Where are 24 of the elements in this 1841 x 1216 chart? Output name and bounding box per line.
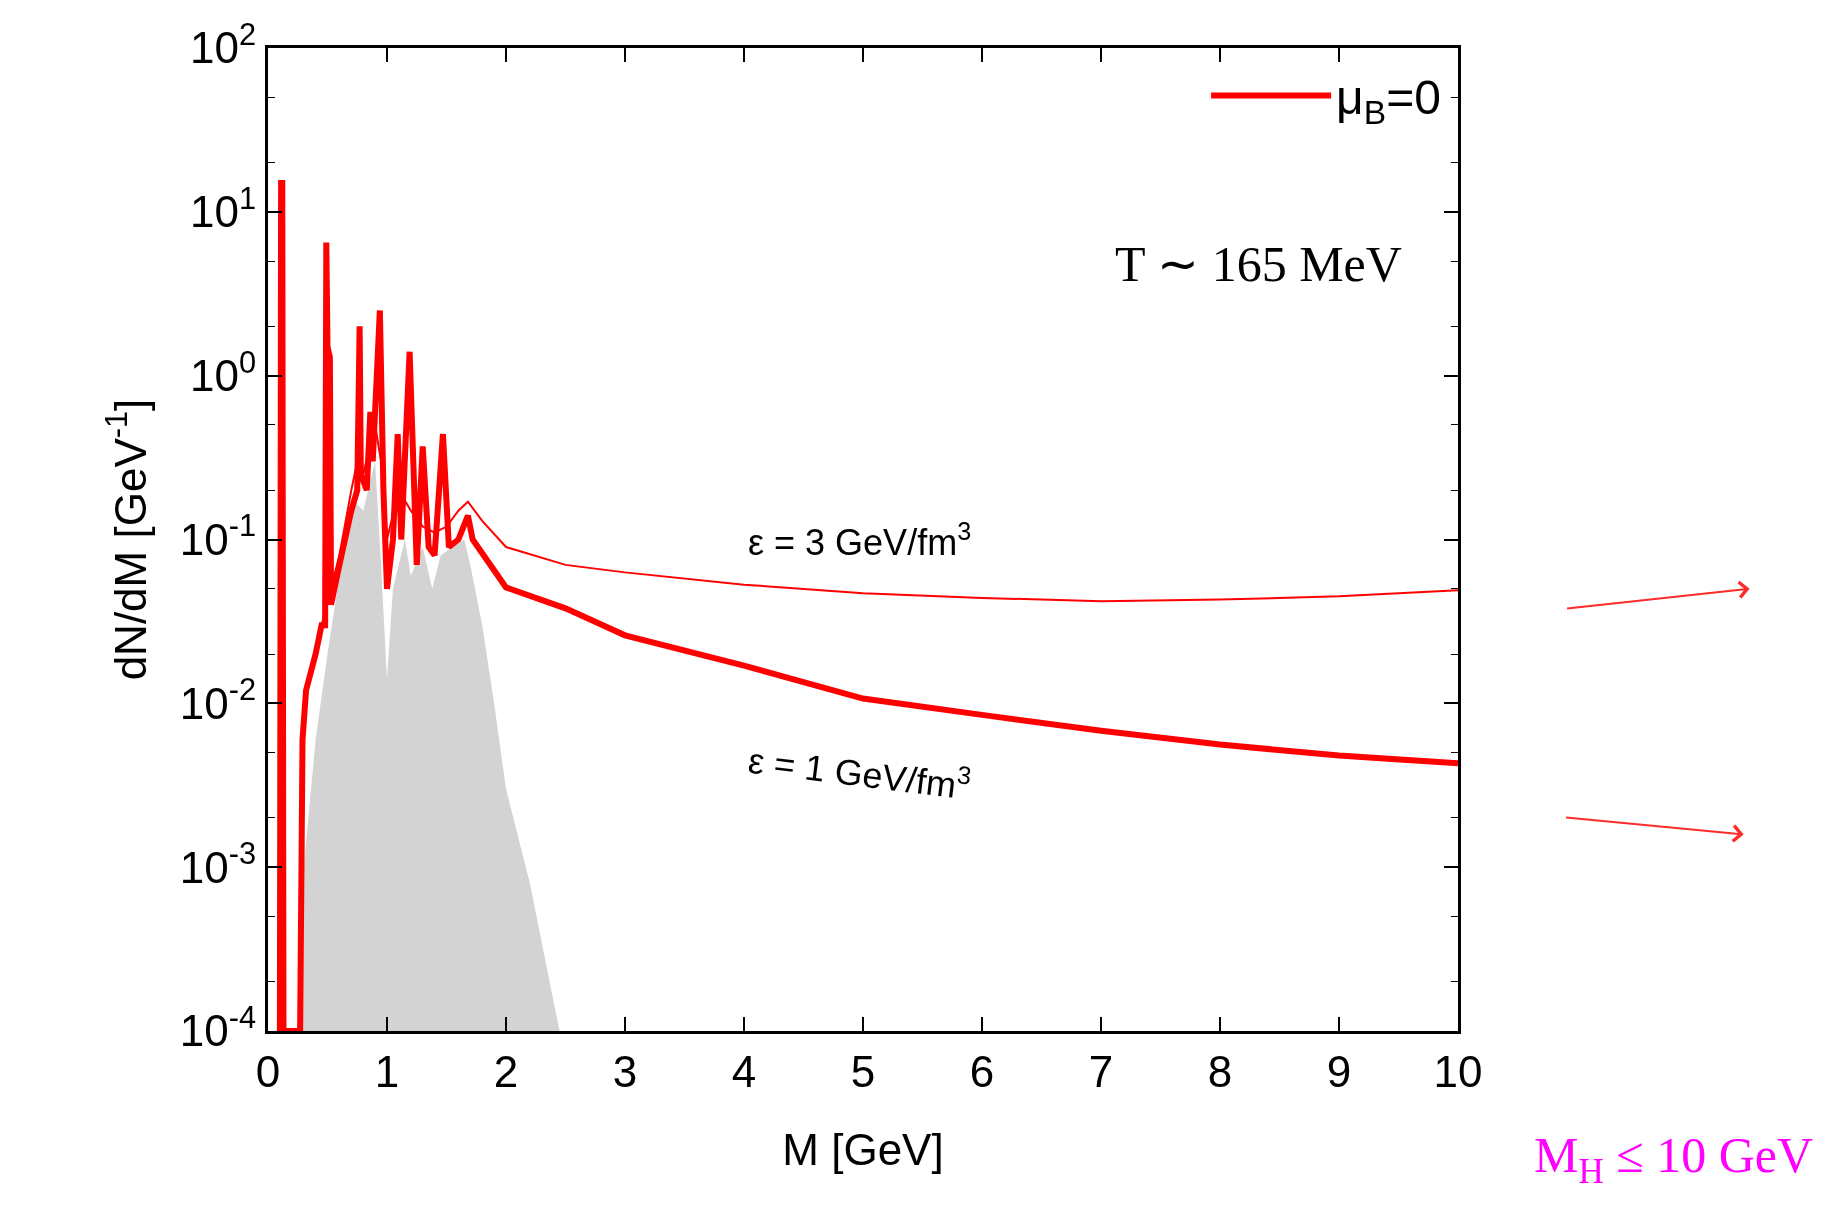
annotation: T ∼ 165 MeV <box>1115 236 1402 292</box>
y-tick-label: 10$^{-2}$ <box>179 672 257 728</box>
y-tick-label: 10$^{0}$ <box>190 344 257 401</box>
x-tick-label: 9 <box>1326 1046 1352 1096</box>
x-tick-label: 8 <box>1207 1046 1233 1096</box>
x-tick-label: 6 <box>969 1046 995 1096</box>
x-axis-title: M [GeV] <box>782 1125 944 1175</box>
y-tick-label: 10$^{-4}$ <box>179 999 257 1056</box>
text: M$_{H}$ ≤ 10 GeV <box>1534 1127 1814 1191</box>
x-tick-label: 1 <box>374 1046 400 1096</box>
annotation: ε = 3 GeV/fm$^{3}$ <box>748 517 972 564</box>
x-tick-label: 2 <box>493 1046 519 1096</box>
x-tick-label: 7 <box>1088 1046 1114 1096</box>
x-tick-label: 4 <box>731 1046 757 1096</box>
y-tick-label: 10$^{2}$ <box>190 16 257 73</box>
y-tick-label: 10$^{1}$ <box>190 180 257 237</box>
annotation: ε = 1 GeV/fm$^{3}$ <box>745 734 974 808</box>
x-tick-label: 0 <box>255 1046 281 1096</box>
x-tick-label: 10 <box>1433 1046 1483 1096</box>
legend-label: μ$_{B}$=0 <box>1336 71 1441 132</box>
x-tick-label: 3 <box>612 1046 638 1096</box>
y-tick-label: 10$^{-3}$ <box>179 836 257 892</box>
x-tick-label: 5 <box>850 1046 876 1096</box>
y-tick-label: 10$^{-1}$ <box>179 508 257 564</box>
